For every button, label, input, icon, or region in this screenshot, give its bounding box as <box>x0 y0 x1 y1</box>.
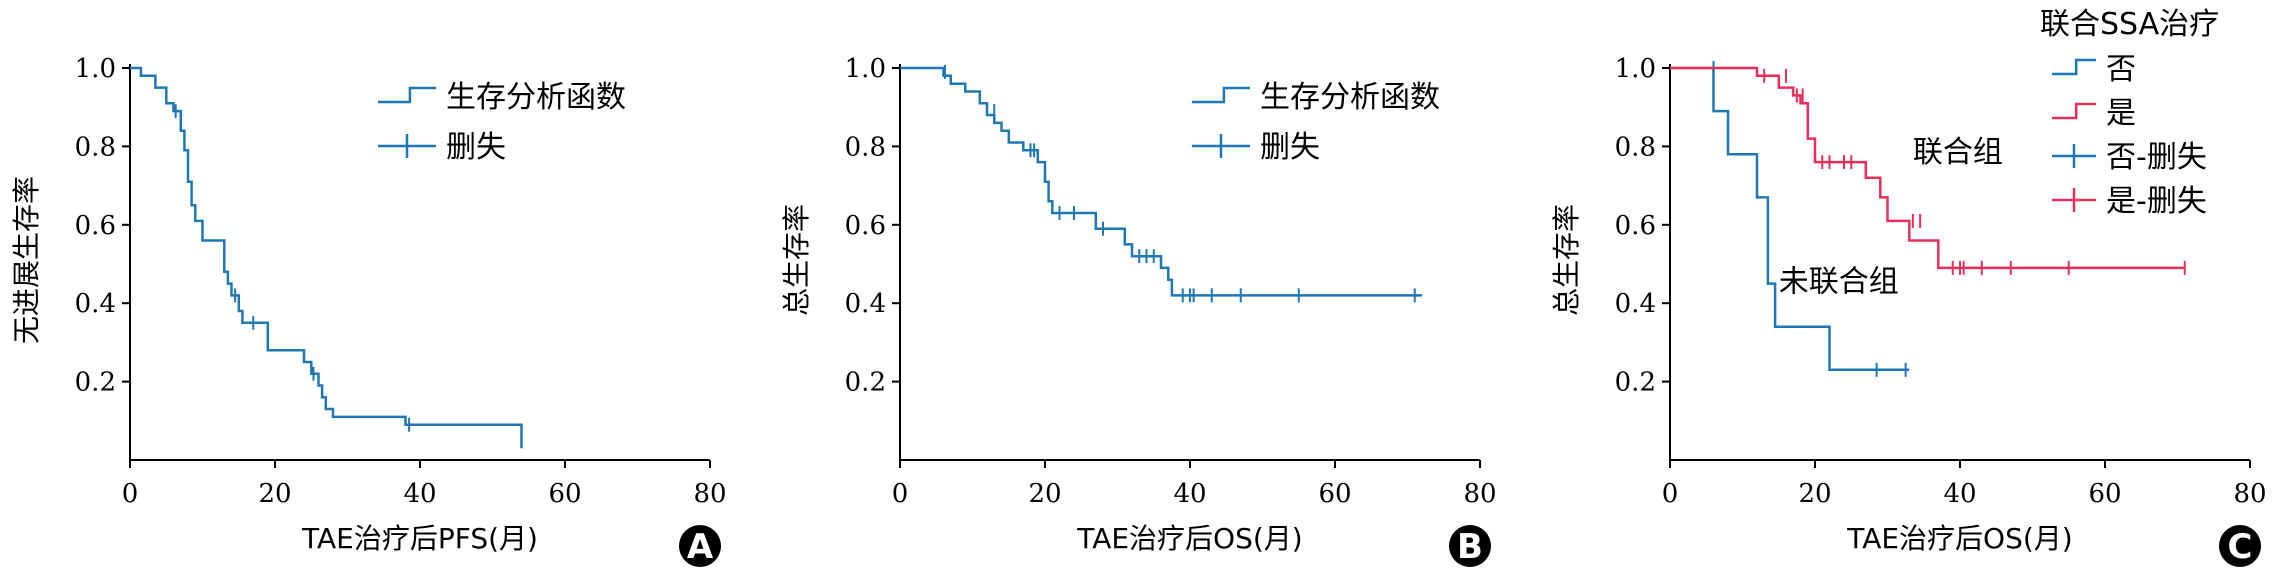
panel-badge <box>1449 525 1491 567</box>
legend-label: 是 <box>2106 96 2136 131</box>
panel-a: 0 20 40 60 80 0.2 0.4 0.6 0.8 1.0 TAE治疗后PFS(月) 无进展生… <box>10 54 727 567</box>
y-tick-label: 0.2 <box>75 368 116 398</box>
x-tick-label: 0 <box>892 479 909 509</box>
legend-label: 删失 <box>1260 130 1320 165</box>
legend-label: 否-删失 <box>2106 140 2207 175</box>
survival-curve-1 <box>900 66 1422 297</box>
group-annotation: 未联合组 <box>1779 264 1899 299</box>
x-tick-label: 0 <box>1662 479 1679 509</box>
legend-label: 否 <box>2106 52 2136 87</box>
panel-badge <box>679 525 721 567</box>
y-axis-title: 总生存率 <box>1550 204 1583 316</box>
x-tick-label: 80 <box>693 479 726 509</box>
panel-badge-label: C <box>2228 527 2253 567</box>
y-tick-label: 0.2 <box>845 368 886 398</box>
panel-b: 0 20 40 60 80 0.2 0.4 0.6 0.8 1.0 TAE治疗后OS(月) 总生存率 生… <box>780 54 1497 567</box>
legend-label: 删失 <box>446 130 506 165</box>
x-tick-label: 40 <box>1173 479 1206 509</box>
legend-label: 生存分析函数 <box>446 80 626 115</box>
x-tick-label: 0 <box>122 479 139 509</box>
x-tick-label: 20 <box>258 479 291 509</box>
y-tick-label: 0.6 <box>1615 211 1656 241</box>
legend-label: 生存分析函数 <box>1260 80 1440 115</box>
x-axis-title: TAE治疗后OS(月) <box>1076 522 1302 555</box>
y-tick-label: 0.8 <box>75 132 116 162</box>
panel-badge-label: B <box>1457 527 1483 567</box>
legend-swatch-step <box>2052 102 2096 120</box>
x-tick-label: 80 <box>2233 479 2266 509</box>
survival-curve-2 <box>1670 66 2185 270</box>
y-tick-label: 0.6 <box>845 211 886 241</box>
legend-swatch-step <box>378 86 436 104</box>
x-tick-label: 60 <box>1318 479 1351 509</box>
y-tick-label: 0.8 <box>845 132 886 162</box>
x-tick-label: 20 <box>1028 479 1061 509</box>
x-tick-label: 40 <box>1943 479 1976 509</box>
x-tick-label: 80 <box>1463 479 1496 509</box>
legend-swatch-step <box>2052 58 2096 76</box>
x-tick-label: 60 <box>548 479 581 509</box>
legend-title: 联合SSA治疗 <box>2040 7 2219 42</box>
y-tick-label: 0.4 <box>75 289 116 319</box>
y-tick-label: 1.0 <box>1615 54 1656 84</box>
y-axis-title: 总生存率 <box>780 204 813 316</box>
panel-c: 0 20 40 60 80 0.2 0.4 0.6 0.8 1.0 TAE治疗后OS(月) 总生存率 联… <box>1550 7 2267 567</box>
y-tick-label: 1.0 <box>845 54 886 84</box>
y-tick-label: 0.6 <box>75 211 116 241</box>
legend-swatch-step <box>1192 86 1250 104</box>
x-tick-label: 20 <box>1798 479 1831 509</box>
y-tick-label: 0.2 <box>1615 368 1656 398</box>
panel-badge-label: A <box>687 527 714 567</box>
group-annotation: 联合组 <box>1913 135 2003 170</box>
survival-curve-1 <box>1670 66 1910 372</box>
panel-badge <box>2219 525 2261 567</box>
y-tick-label: 0.4 <box>1615 289 1656 319</box>
survival-curve-1 <box>130 66 523 449</box>
x-axis-title: TAE治疗后PFS(月) <box>301 522 538 555</box>
x-tick-label: 40 <box>403 479 436 509</box>
legend-label: 是-删失 <box>2106 184 2207 219</box>
y-tick-label: 1.0 <box>75 54 116 84</box>
y-axis-title: 无进展生存率 <box>10 176 43 344</box>
y-tick-label: 0.4 <box>845 289 886 319</box>
y-tick-label: 0.8 <box>1615 132 1656 162</box>
x-axis-title: TAE治疗后OS(月) <box>1846 522 2072 555</box>
x-tick-label: 60 <box>2088 479 2121 509</box>
